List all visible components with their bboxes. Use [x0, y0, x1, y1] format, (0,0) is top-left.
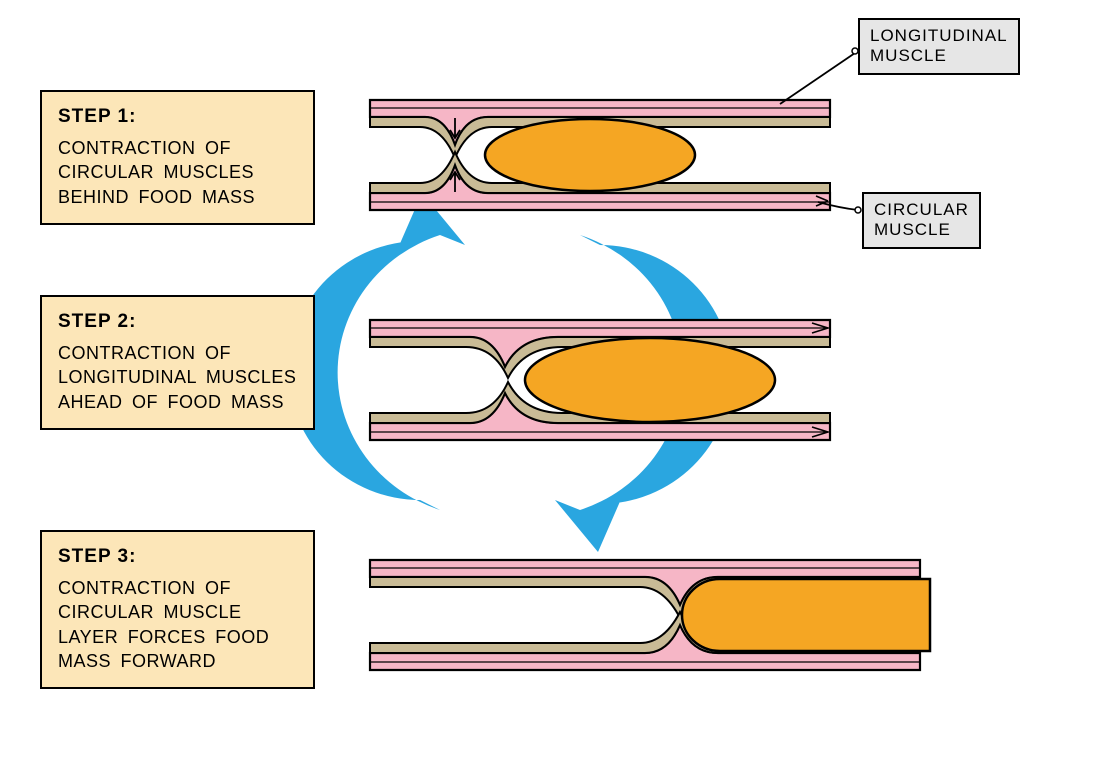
tube-step-3 — [0, 0, 1100, 768]
